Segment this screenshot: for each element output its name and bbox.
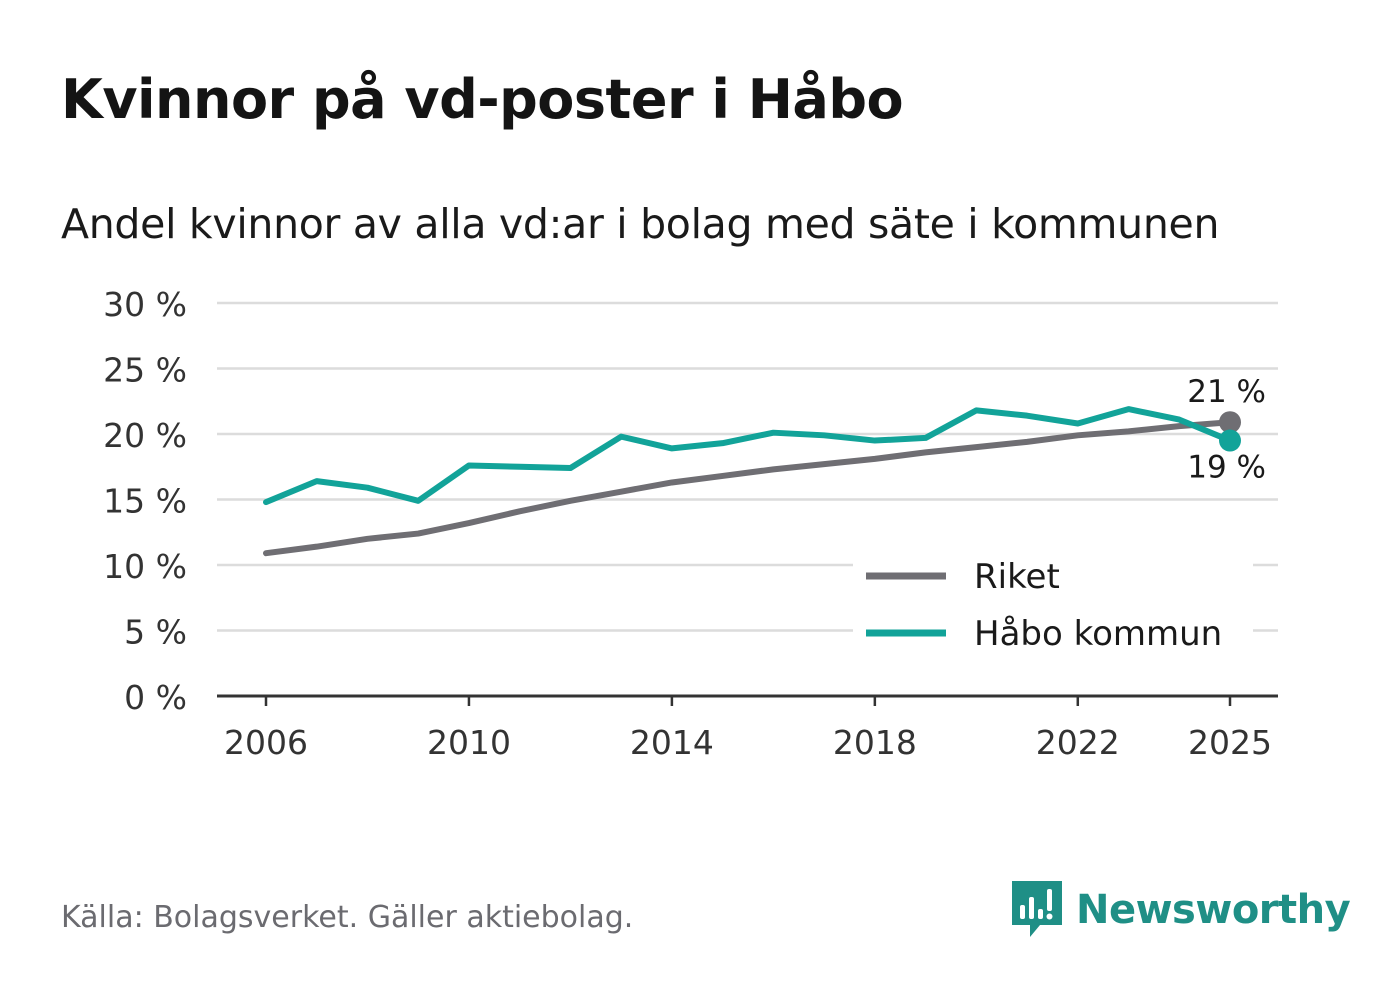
chart-title: Kvinnor på vd-poster i Håbo (61, 68, 904, 131)
x-tick-label: 2006 (224, 723, 308, 762)
series-endpoints: 21 % 19 % (1187, 374, 1266, 485)
end-point-riket (1219, 411, 1241, 434)
x-tick-label: 2018 (833, 723, 917, 762)
end-label-riket: 21 % (1187, 374, 1266, 410)
y-tick-label: 5 % (124, 613, 187, 652)
y-tick-label: 25 % (103, 351, 187, 390)
series-lines (263, 406, 1233, 557)
legend-label-riket: Riket (974, 557, 1060, 597)
x-axis: 2006 2010 2014 2018 2022 2025 (217, 694, 1278, 762)
end-label-h-bo-kommun: 19 % (1187, 450, 1266, 486)
brand: Newsworthy (1010, 878, 1351, 942)
y-tick-label: 10 % (103, 547, 187, 586)
series-line-riket (263, 419, 1233, 557)
y-tick-label: 20 % (103, 416, 187, 455)
y-tick-label: 30 % (103, 285, 187, 324)
x-tick-label: 2025 (1188, 723, 1272, 762)
legend: Riket Håbo kommun (853, 548, 1253, 666)
end-point-h-bo-kommun (1219, 429, 1241, 452)
source-note: Källa: Bolagsverket. Gäller aktiebolag. (61, 900, 634, 935)
x-tick-label: 2010 (427, 723, 511, 762)
series-line-h-bo-kommun (263, 406, 1233, 506)
brand-name: Newsworthy (1076, 887, 1351, 933)
x-tick-label: 2022 (1036, 723, 1120, 762)
newsworthy-logo-icon (1012, 881, 1062, 937)
y-tick-label: 0 % (124, 678, 187, 717)
chart-subtitle: Andel kvinnor av alla vd:ar i bolag med … (61, 200, 1220, 248)
legend-label-h-bo-kommun: Håbo kommun (974, 614, 1222, 654)
legend-background (853, 548, 1253, 666)
y-tick-label: 15 % (103, 482, 187, 521)
x-tick-label: 2014 (630, 723, 714, 762)
y-axis-ticks: 0 % 5 % 10 % 15 % 20 % 25 % 30 % (103, 285, 187, 717)
